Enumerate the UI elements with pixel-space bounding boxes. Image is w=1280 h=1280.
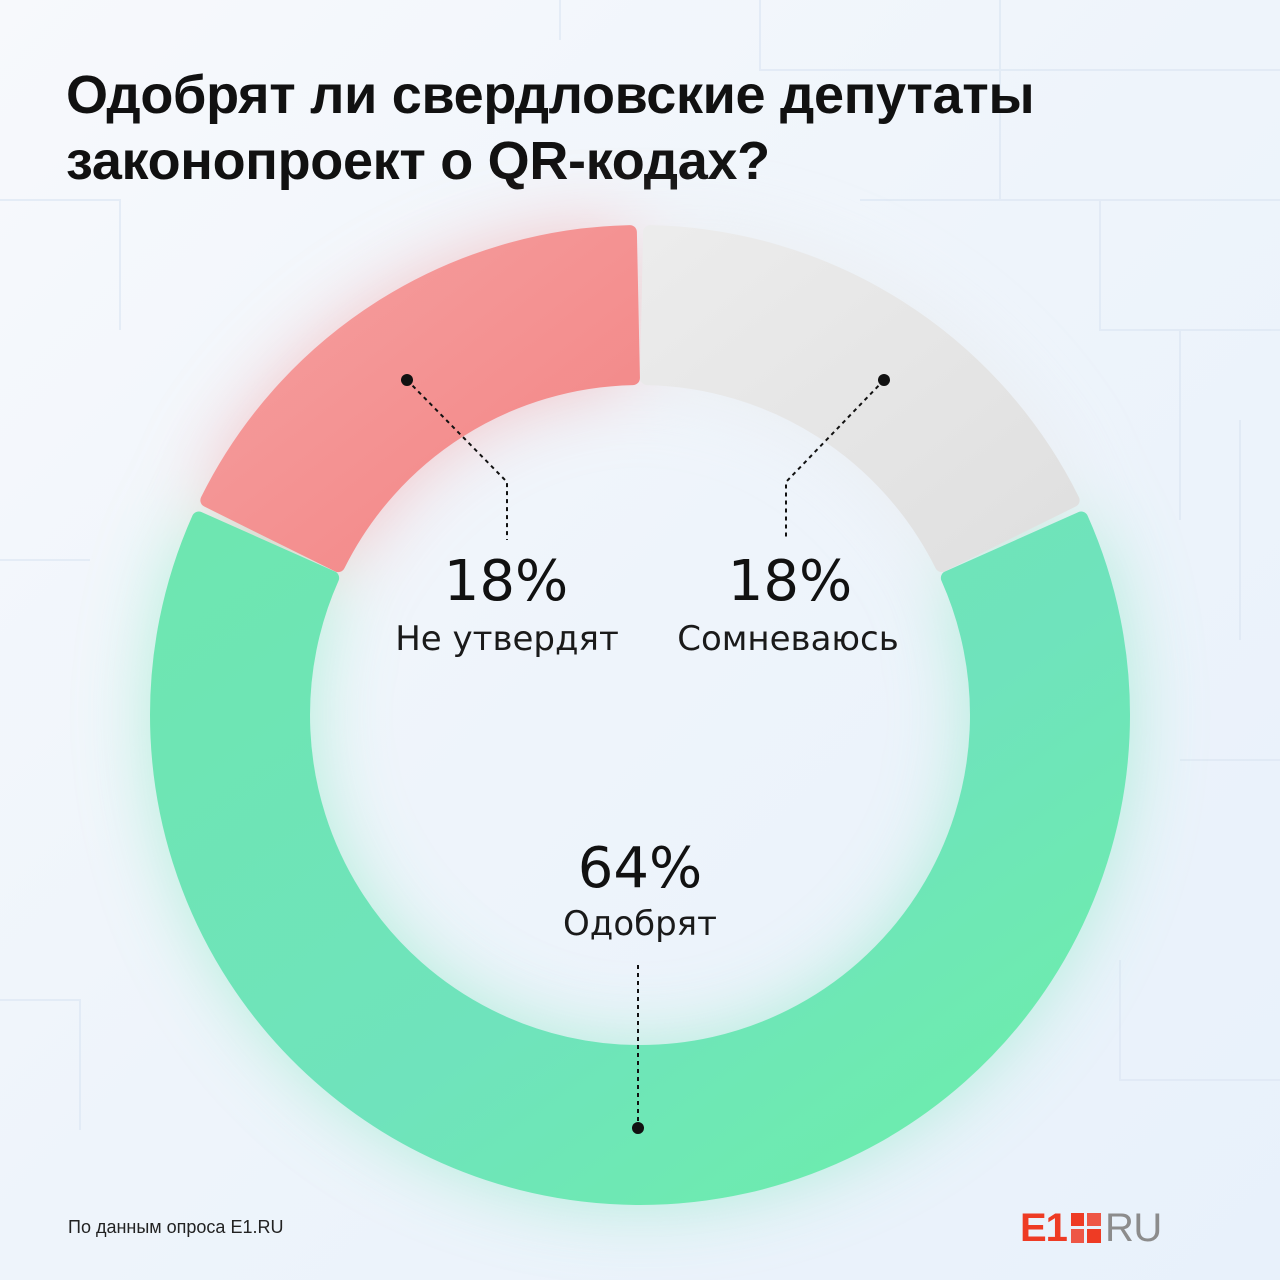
page-title: Одобрят ли свердловские депутаты законоп… [66, 62, 1226, 194]
slice-odobryat [150, 511, 1130, 1205]
slice-value-label-ne-utverdyat: 18% [444, 549, 568, 614]
slice-value-label-odobryat: 64% [578, 836, 702, 901]
logo-square-icon [1070, 1213, 1101, 1243]
leader-ne-utverdyat-dot [401, 374, 413, 386]
slice-name-label-somnevayus: Сомневаюсь [677, 619, 899, 659]
logo-e1-text: E1 [1020, 1205, 1068, 1250]
title-line-1: Одобрят ли свердловские депутаты [66, 65, 1035, 125]
logo-ru-text: RU [1104, 1205, 1162, 1250]
leader-odobryat-dot [632, 1122, 644, 1134]
chart-leader-lines [401, 374, 890, 1134]
slice-name-label-ne-utverdyat: Не утвердят [395, 619, 619, 659]
slice-value-label-somnevayus: 18% [728, 549, 852, 614]
slice-somnevayus [640, 225, 1080, 573]
chart-slices [150, 225, 1130, 1205]
e1-logo: E1 RU [1020, 1205, 1162, 1250]
title-line-2: законопроект о QR-кодах? [66, 131, 770, 191]
slice-name-label-odobryat: Одобрят [563, 904, 717, 944]
source-note: По данным опроса E1.RU [68, 1217, 284, 1237]
leader-somnevayus-dot [878, 374, 890, 386]
slice-ne-utverdyat [200, 225, 640, 573]
